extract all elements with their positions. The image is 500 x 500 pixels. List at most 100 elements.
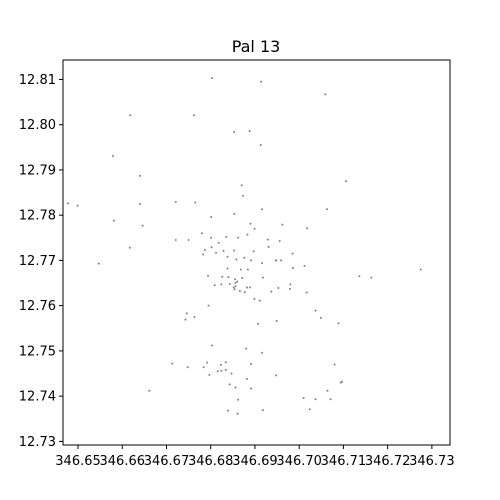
data-point	[112, 219, 115, 222]
data-point	[193, 315, 196, 318]
data-point	[238, 290, 241, 293]
data-point	[324, 93, 327, 96]
data-point	[358, 275, 361, 278]
data-point	[129, 114, 132, 117]
data-point	[245, 377, 248, 380]
data-point	[184, 318, 187, 321]
y-tick-label: 12.74	[19, 390, 56, 405]
data-point	[258, 299, 261, 302]
data-point	[314, 398, 317, 401]
x-tick-label: 346.72	[365, 454, 411, 469]
data-point	[174, 239, 177, 242]
data-point	[186, 366, 189, 369]
data-point	[171, 362, 174, 365]
data-point	[337, 322, 340, 325]
data-point	[277, 287, 280, 290]
data-point	[215, 251, 218, 254]
data-point	[237, 398, 240, 401]
data-point	[213, 284, 216, 287]
data-point	[128, 246, 131, 249]
x-tick-label: 346.71	[321, 454, 367, 469]
data-point	[226, 255, 229, 258]
data-point	[210, 236, 213, 239]
data-point	[202, 366, 205, 369]
data-point	[207, 274, 210, 277]
data-point	[370, 276, 373, 279]
data-point	[249, 259, 252, 262]
data-point	[261, 409, 264, 412]
data-point	[291, 252, 294, 255]
data-point	[234, 386, 237, 389]
data-point	[345, 180, 348, 183]
data-point	[329, 398, 332, 401]
data-point	[326, 389, 329, 392]
data-point	[226, 409, 229, 412]
data-point	[217, 241, 220, 244]
data-point	[252, 250, 255, 253]
data-point	[233, 130, 236, 133]
data-point	[208, 373, 211, 376]
data-point	[245, 286, 248, 289]
data-point	[275, 259, 278, 262]
data-point	[275, 320, 278, 323]
x-tick-label: 346.65	[55, 454, 101, 469]
data-point	[211, 344, 214, 347]
data-point	[220, 283, 223, 286]
data-point	[333, 363, 336, 366]
data-point	[97, 262, 100, 265]
data-point	[220, 369, 223, 372]
data-point	[111, 154, 114, 157]
data-point	[233, 288, 236, 291]
data-point	[202, 253, 205, 256]
y-tick-label: 12.79	[19, 163, 56, 178]
data-point	[236, 412, 239, 415]
y-tick-label: 12.81	[19, 73, 56, 88]
data-point	[275, 374, 278, 377]
data-point	[308, 408, 311, 411]
data-point	[211, 77, 214, 80]
data-point	[267, 245, 270, 248]
y-tick-label: 12.78	[19, 209, 56, 224]
data-point	[302, 396, 305, 399]
x-tick-label: 346.69	[232, 454, 278, 469]
data-point	[270, 290, 273, 293]
data-point	[232, 286, 235, 289]
y-tick-label: 12.77	[19, 254, 56, 269]
data-point	[76, 204, 79, 207]
data-point	[245, 347, 248, 350]
data-point	[243, 256, 246, 259]
data-point	[234, 282, 237, 285]
data-point	[224, 361, 227, 364]
data-point	[221, 275, 224, 278]
data-point	[206, 361, 209, 364]
data-point	[266, 238, 269, 241]
data-point	[303, 264, 306, 267]
data-point	[185, 312, 188, 315]
data-point	[225, 235, 228, 238]
data-point	[319, 316, 322, 319]
data-point	[228, 282, 231, 285]
data-point	[233, 249, 236, 252]
x-tick-label: 346.73	[409, 454, 455, 469]
data-point	[261, 262, 264, 265]
data-point	[306, 227, 309, 230]
data-point	[192, 114, 195, 117]
x-tick-label: 346.67	[144, 454, 190, 469]
x-tick-label: 346.66	[100, 454, 146, 469]
x-tick-label: 346.68	[188, 454, 234, 469]
data-point	[261, 351, 264, 354]
data-point	[138, 174, 141, 177]
data-point	[222, 249, 225, 252]
data-point	[261, 276, 264, 279]
data-point	[249, 222, 252, 225]
data-point	[239, 268, 242, 271]
chart-title: Pal 13	[232, 37, 281, 56]
data-point	[289, 283, 292, 286]
data-point	[257, 322, 260, 325]
data-point	[216, 370, 219, 373]
data-point	[249, 387, 252, 390]
data-point	[210, 246, 213, 249]
data-point	[305, 291, 308, 294]
data-point	[291, 267, 294, 270]
data-point	[227, 276, 230, 279]
